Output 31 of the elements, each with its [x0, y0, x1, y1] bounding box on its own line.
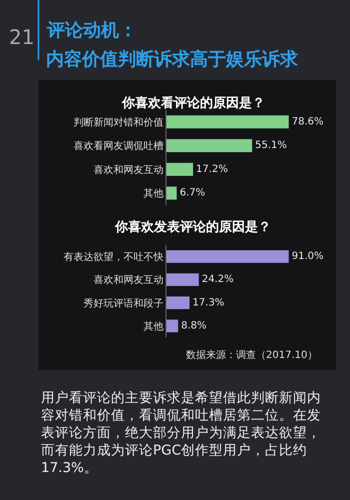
bar [166, 139, 252, 152]
bar [166, 115, 289, 128]
bar [166, 162, 194, 176]
data-label: 17.3% [192, 297, 224, 308]
text: 用户看评论的主要诉求是希望借此判断新闻内容对错和价值，看调侃和吐槽居第二位。在发表评论方面，绝大部分用户为满足表达欲望，而有能力成为评论PGC创作型用户，占比约17.3%。 [41, 390, 321, 476]
bar [166, 273, 199, 286]
data-label: 24.2% [202, 274, 234, 286]
bar [166, 186, 177, 200]
y-tick-label: 有表达欲望，不吐不快 [63, 251, 164, 264]
data-label: 55.1% [255, 140, 287, 152]
chart-title: 你喜欢看评论的原因是？ [121, 95, 265, 111]
data-label: 17.2% [196, 164, 228, 175]
data-label: 8.8% [181, 320, 207, 332]
bar [166, 296, 190, 310]
y-tick-label: 喜欢和网友互动 [93, 164, 164, 176]
text: 内容价值判断诉求高于娱乐诉求 [46, 49, 299, 70]
text: 21 [9, 25, 34, 49]
source-note: 数据来源：调查（2017.10） [186, 349, 318, 361]
y-tick-label: 秀好玩评语和段子 [83, 297, 164, 310]
y-tick-label: 判断新闻对错和价值 [73, 116, 164, 128]
data-label: 78.6% [292, 116, 324, 128]
y-tick-label: 喜欢和网友互动 [93, 274, 164, 286]
y-tick-label: 其他 [143, 320, 164, 332]
y-tick-label: 其他 [143, 188, 164, 200]
data-label: 91.0% [292, 251, 324, 262]
bar [166, 320, 178, 332]
y-tick-label: 喜欢看网友调侃吐槽 [73, 140, 164, 152]
text: 评论动机： [46, 20, 137, 41]
bar [166, 250, 289, 263]
data-label: 6.7% [180, 188, 206, 199]
chart-title: 你喜欢发表评论的原因是？ [114, 220, 271, 235]
